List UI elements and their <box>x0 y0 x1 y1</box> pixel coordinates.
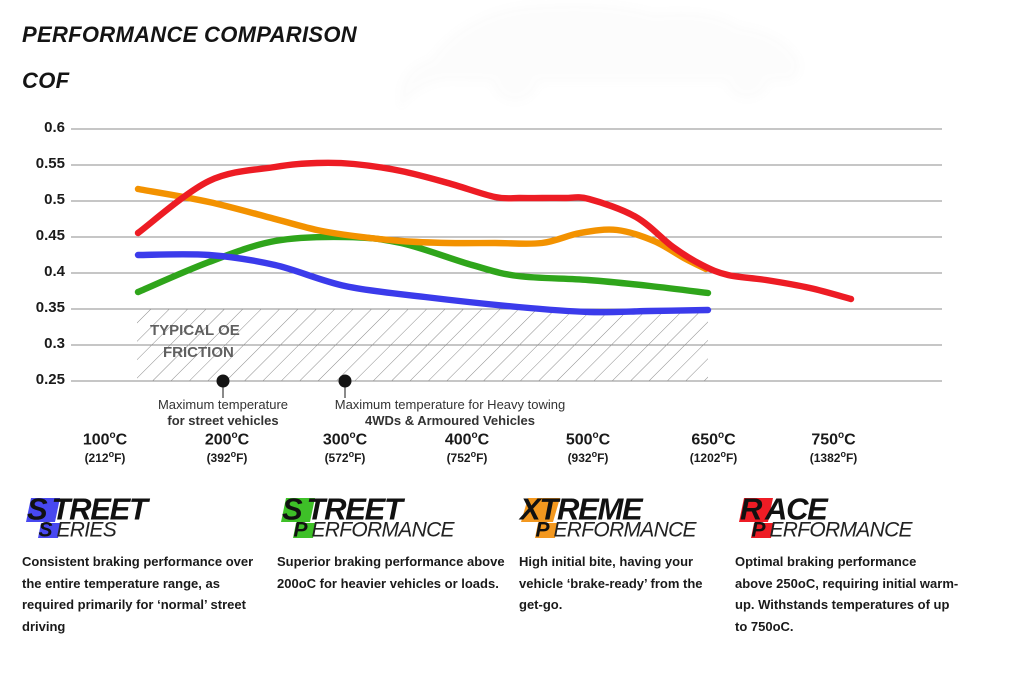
svg-text:P: P <box>752 519 767 542</box>
svg-text:ERIES: ERIES <box>57 519 117 542</box>
svg-text:P: P <box>536 519 551 542</box>
svg-text:ERFORMANCE: ERFORMANCE <box>312 519 456 542</box>
svg-text:ERFORMANCE: ERFORMANCE <box>770 519 914 542</box>
svg-text:ERFORMANCE: ERFORMANCE <box>554 519 698 542</box>
svg-text:P: P <box>294 519 309 542</box>
svg-text:S: S <box>39 519 53 542</box>
